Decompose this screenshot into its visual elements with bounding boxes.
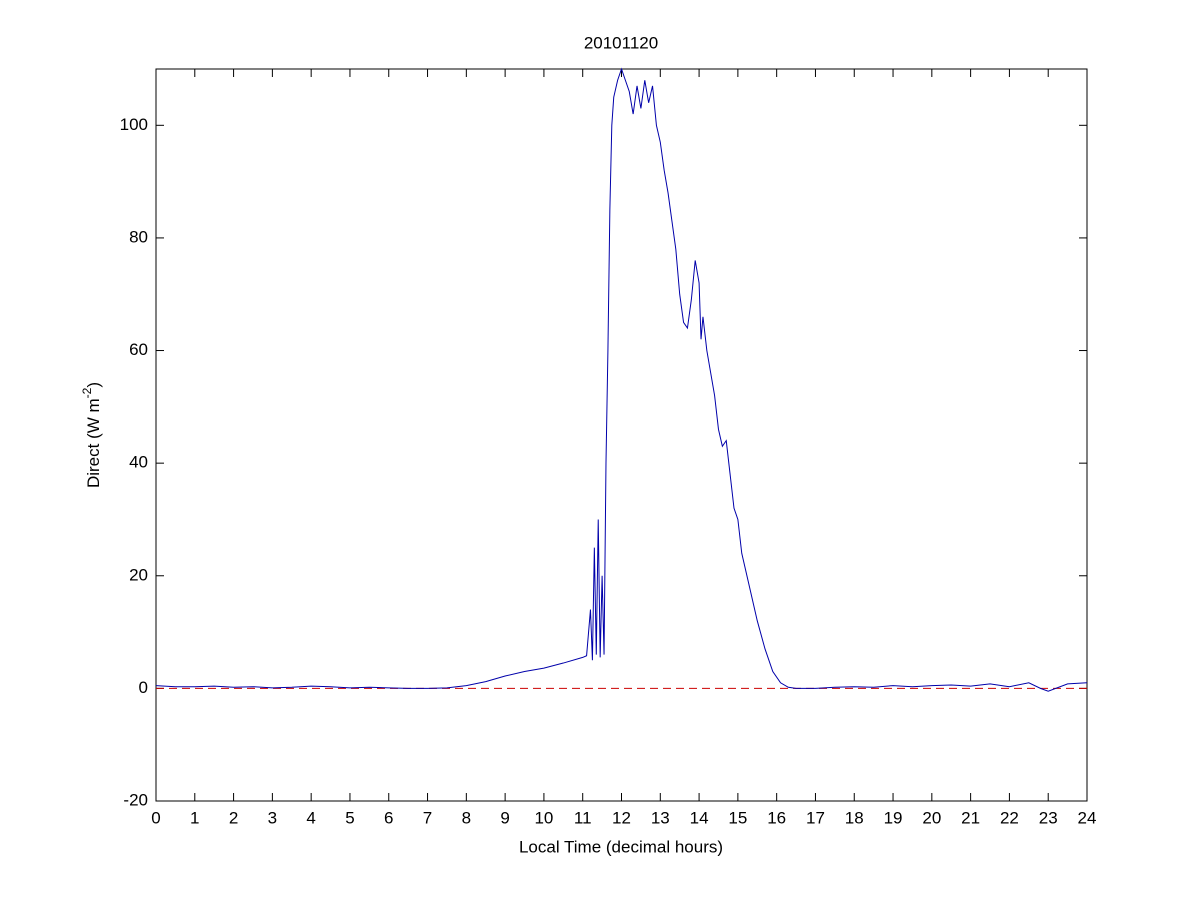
y-tick-label: -20	[123, 790, 148, 809]
x-tick-label: 1	[190, 808, 199, 827]
x-tick-label: 16	[767, 808, 786, 827]
x-tick-label: 9	[500, 808, 509, 827]
x-tick-label: 6	[384, 808, 393, 827]
x-tick-label: 8	[462, 808, 471, 827]
x-tick-label: 24	[1078, 808, 1097, 827]
y-tick-label: 60	[129, 340, 148, 359]
x-tick-label: 2	[229, 808, 238, 827]
y-label-superscript: -2	[80, 387, 94, 398]
x-tick-label: 17	[806, 808, 825, 827]
y-axis-label: Direct (W m-2)	[80, 382, 103, 488]
x-tick-label: 5	[345, 808, 354, 827]
x-tick-label: 19	[884, 808, 903, 827]
y-tick-label: 0	[139, 678, 148, 697]
x-tick-label: 4	[306, 808, 315, 827]
x-axis-label: Local Time (decimal hours)	[519, 837, 723, 856]
x-tick-label: 7	[423, 808, 432, 827]
data-line	[155, 67, 1088, 692]
x-tick-label: 20	[922, 808, 941, 827]
x-tick-label: 12	[612, 808, 631, 827]
y-label-text: Direct (W m	[84, 398, 103, 488]
x-tick-label: 18	[845, 808, 864, 827]
x-tick-label: 3	[268, 808, 277, 827]
y-label-suffix: )	[84, 382, 103, 388]
x-tick-label: 13	[651, 808, 670, 827]
x-tick-label: 15	[728, 808, 747, 827]
x-tick-label: 14	[690, 808, 709, 827]
y-tick-label: 20	[129, 565, 148, 584]
x-tick-label: 11	[574, 808, 592, 827]
chart-title: 20101120	[584, 33, 658, 52]
y-tick-label: 100	[120, 115, 148, 134]
y-tick-label: 80	[129, 227, 148, 246]
plot-area	[155, 68, 1088, 802]
x-tick-label: 21	[961, 808, 980, 827]
x-tick-label: 23	[1039, 808, 1058, 827]
x-tick-label: 10	[534, 808, 553, 827]
x-tick-label: 22	[1000, 808, 1019, 827]
x-tick-label: 0	[151, 808, 160, 827]
y-tick-label: 40	[129, 453, 148, 472]
